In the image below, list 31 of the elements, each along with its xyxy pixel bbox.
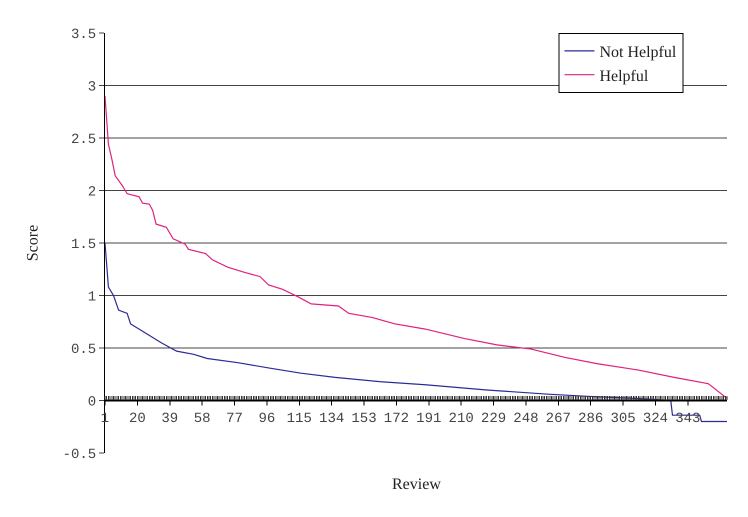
x-axis-title: Review [392,476,442,493]
x-tick-label: 153 [351,411,377,428]
y-tick-label: 3.5 [70,26,96,43]
x-tick-label: 134 [319,411,344,428]
y-tick-label: 0 [88,394,96,410]
x-tick-label: 324 [642,411,668,428]
x-tick-label: 20 [128,411,146,428]
x-tick-label: 248 [513,411,539,428]
x-tick-label: 39 [161,411,178,428]
x-tick-label: 191 [416,411,442,428]
y-tick-label: 1.5 [70,236,96,253]
legend-label: Helpful [599,68,649,85]
x-tick-label: 96 [258,411,276,428]
x-tick-label: 115 [286,411,312,428]
x-tick-label: 77 [226,411,243,428]
y-tick-label: 1 [88,289,96,306]
y-tick-label: 3 [88,79,96,96]
x-tick-label: 343 [675,411,700,428]
y-tick-label: 2.5 [70,132,96,148]
x-tick-label: 267 [546,411,571,428]
x-tick-label: 58 [194,411,211,428]
x-tick-label: 229 [480,411,506,428]
x-tick-label: 286 [578,411,604,428]
x-tick-label: 305 [610,411,636,428]
x-tick-label: 210 [448,411,474,428]
y-tick-label: 2 [88,184,96,200]
x-tick-label: 172 [384,411,410,428]
legend-label: Not Helpful [599,44,677,62]
y-tick-label: -0.5 [62,446,96,463]
y-axis-title: Score [24,224,42,262]
y-tick-label: 0.5 [70,342,96,358]
